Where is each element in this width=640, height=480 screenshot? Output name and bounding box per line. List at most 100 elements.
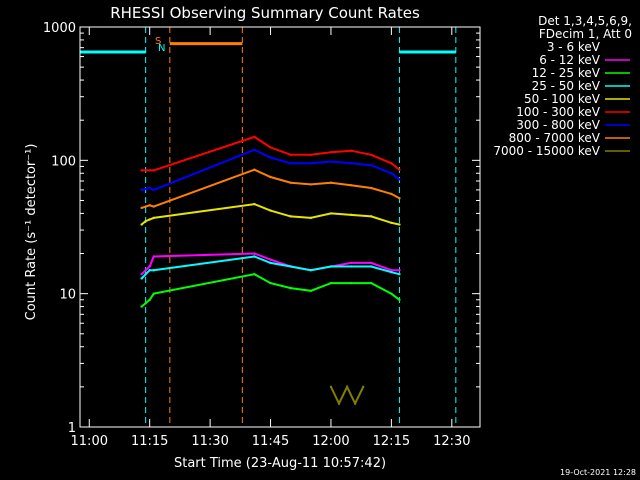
series-2-point-8 <box>329 281 333 285</box>
series-7-point-4 <box>253 168 256 171</box>
series-0-point-2 <box>148 362 151 365</box>
series-2-point-5 <box>269 281 272 285</box>
series-3-point-9 <box>349 265 353 268</box>
series-7-point-12 <box>398 196 401 200</box>
series-8-point-3 <box>353 402 357 405</box>
series-7-point-5 <box>269 175 272 179</box>
series-5-point-12 <box>398 168 401 171</box>
series-0-point-7 <box>309 327 313 330</box>
series-1-point-9 <box>349 261 353 265</box>
series-5-point-10 <box>370 153 373 157</box>
series-1-point-5 <box>269 258 272 261</box>
series-8-point-2 <box>345 385 349 389</box>
x-tick-label-0: 11:00 <box>71 434 108 449</box>
series-3-point-2 <box>148 268 151 272</box>
series-7-point-0 <box>140 206 143 210</box>
series-4-point-8 <box>329 212 333 215</box>
series-3-point-10 <box>370 265 373 268</box>
y-axis-label: Count Rate (s⁻¹ detector⁻¹) <box>24 144 39 321</box>
series-line-5 <box>141 135 401 172</box>
legend-label-3: 25 - 50 keV <box>532 79 601 93</box>
axes: 1 10 100 1000 11:00 11:15 11:30 11:45 12:00 12:15… <box>43 21 481 449</box>
series-3-point-0 <box>140 277 143 280</box>
legend-header-2: FDecim 1, Att 0 <box>539 27 632 41</box>
series-2-point-6 <box>289 286 292 290</box>
series-3-point-6 <box>289 265 292 268</box>
x-tick-label-3: 11:45 <box>252 434 289 449</box>
series-4-point-1 <box>144 219 147 223</box>
series-0-point-6 <box>289 322 292 325</box>
series-2-point-12 <box>398 298 401 301</box>
series-4-point-3 <box>152 216 155 220</box>
series-4-point-0 <box>140 223 143 226</box>
series-7-point-7 <box>309 183 313 186</box>
series-4-point-10 <box>370 215 373 218</box>
series-7-point-2 <box>148 204 151 207</box>
series-6-point-3 <box>152 188 155 192</box>
timestamp: 19-Oct-2021 12:28 <box>560 468 636 477</box>
series-2-point-0 <box>140 305 143 308</box>
series-line-4 <box>140 203 400 226</box>
legend-label-1: 6 - 12 keV <box>539 53 601 67</box>
series-1-point-4 <box>253 252 256 255</box>
series-3-point-12 <box>398 272 401 276</box>
series-1-point-3 <box>152 255 155 258</box>
series-3-point-8 <box>329 265 333 268</box>
legend-label-6: 300 - 800 keV <box>516 118 600 132</box>
series-0-point-5 <box>269 313 272 316</box>
series-3-point-11 <box>390 270 393 274</box>
series-5-point-1 <box>144 169 147 172</box>
series-2-point-10 <box>370 281 373 285</box>
legend-label-7: 800 - 7000 keV <box>509 131 601 145</box>
x-axis-label: Start Time (23-Aug-11 10:57:42) <box>174 456 386 471</box>
series-line-2 <box>140 273 401 308</box>
series-5-point-5 <box>269 146 272 149</box>
series-5-point-2 <box>148 169 151 172</box>
series-3-point-5 <box>269 261 272 265</box>
series-7-point-11 <box>390 192 393 196</box>
series-0-point-1 <box>144 353 147 356</box>
series-7-point-9 <box>349 184 353 187</box>
series-7-point-8 <box>329 181 333 184</box>
series-3-point-3 <box>152 268 155 272</box>
series-7-point-1 <box>144 205 147 208</box>
series-2-point-3 <box>152 292 155 295</box>
plot-frame <box>79 26 481 428</box>
x-tick-label-1: 11:15 <box>131 434 168 449</box>
y-tick-label-1: 10 <box>59 288 76 303</box>
series-1-point-12 <box>398 268 401 272</box>
series-4-point-6 <box>289 215 292 218</box>
series-4-point-4 <box>253 202 256 206</box>
series-4-point-12 <box>398 223 401 226</box>
series-2-point-1 <box>144 301 147 305</box>
series-6-point-0 <box>140 188 143 192</box>
series-3-point-1 <box>144 272 147 276</box>
series-2-point-4 <box>253 272 256 276</box>
legend-label-2: 12 - 25 keV <box>532 66 601 80</box>
series-6-point-8 <box>329 160 333 163</box>
series-1-point-10 <box>370 261 373 265</box>
series-6-point-6 <box>289 162 292 165</box>
series-2-point-2 <box>148 298 151 301</box>
series-6-point-11 <box>390 172 393 175</box>
series-1-point-0 <box>140 272 143 276</box>
legend-label-8: 7000 - 15000 keV <box>493 144 600 158</box>
series-8-point-4 <box>361 385 365 389</box>
series-0-point-9 <box>349 327 353 330</box>
plot-area <box>79 27 457 427</box>
series-5-point-11 <box>390 162 393 165</box>
legend: Det 1,3,4,5,6,9, FDecim 1, Att 0 3 - 6 k… <box>493 14 632 158</box>
series-7-point-10 <box>370 186 373 190</box>
x-tick-label-6: 12:30 <box>433 434 470 449</box>
series-6-point-12 <box>398 178 401 181</box>
legend-label-5: 100 - 300 keV <box>516 105 600 119</box>
series-0-point-12 <box>398 353 401 356</box>
series-5-point-7 <box>309 153 313 157</box>
chart-title: RHESSI Observing Summary Count Rates <box>110 4 420 22</box>
series-6-point-1 <box>144 187 147 191</box>
legend-label-0: 3 - 6 keV <box>547 40 601 54</box>
series-1-point-11 <box>390 268 393 272</box>
series-3-point-4 <box>253 255 256 258</box>
series-line-6 <box>141 148 401 191</box>
